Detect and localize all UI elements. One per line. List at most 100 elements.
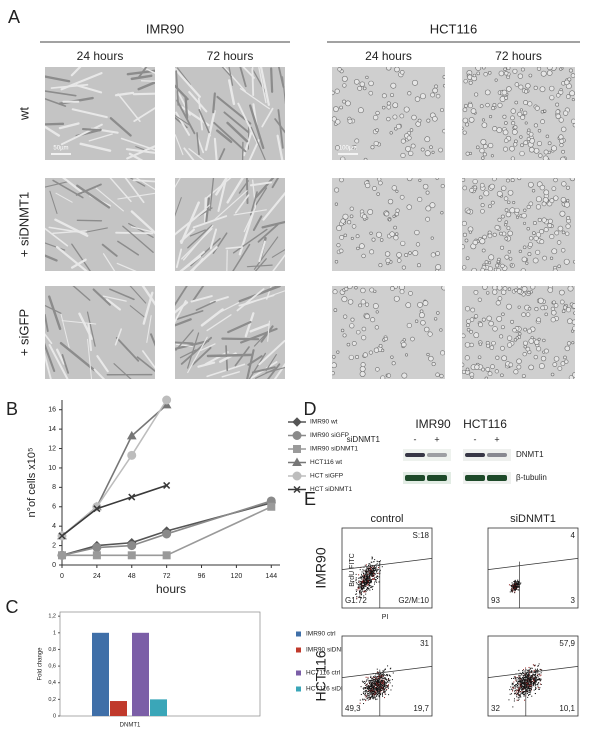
- cell: [430, 146, 433, 149]
- cell: [489, 255, 494, 260]
- cell: [430, 203, 435, 208]
- y-tick-label: 0: [53, 713, 56, 719]
- event-dot: [515, 585, 516, 586]
- blot-band: [405, 453, 425, 457]
- event-dot: [525, 668, 526, 669]
- cell: [515, 101, 518, 104]
- event-dot: [529, 686, 530, 687]
- event-dot: [375, 678, 376, 679]
- cell: [482, 119, 484, 121]
- event-dot: [374, 567, 375, 568]
- event-dot: [523, 692, 524, 693]
- event-dot: [363, 703, 364, 704]
- event-dot: [529, 671, 530, 672]
- event-dot: [536, 680, 537, 681]
- event-dot: [362, 588, 363, 589]
- cell: [564, 356, 567, 359]
- event-dot: [515, 581, 516, 582]
- cell: [507, 343, 512, 348]
- cell: [514, 338, 517, 341]
- cell: [467, 328, 470, 331]
- event-dot: [384, 691, 385, 692]
- cell: [555, 231, 559, 235]
- event-dot: [519, 687, 520, 688]
- event-dot: [388, 694, 389, 695]
- event-dot: [364, 580, 365, 581]
- event-dot: [363, 682, 364, 683]
- event-dot: [377, 686, 378, 687]
- cell: [514, 370, 518, 374]
- event-dot: [523, 675, 524, 676]
- cell: [332, 355, 335, 358]
- event-dot: [375, 574, 376, 575]
- event-dot: [374, 571, 375, 572]
- cell: [537, 141, 542, 146]
- event-dot: [517, 693, 518, 694]
- event-dot: [375, 581, 376, 582]
- event-dot: [539, 674, 540, 675]
- event-dot: [387, 675, 388, 676]
- cell: [568, 286, 573, 291]
- cell: [469, 117, 474, 122]
- cell: [495, 225, 499, 229]
- cell: [504, 68, 507, 71]
- cell: [527, 227, 530, 230]
- cell: [362, 327, 366, 331]
- event-dot: [375, 698, 376, 699]
- event-dot: [364, 699, 365, 700]
- cell: [186, 97, 187, 118]
- cell: [503, 115, 506, 118]
- cell: [412, 80, 417, 85]
- cell: [569, 69, 572, 72]
- event-dot: [370, 676, 371, 677]
- event-dot: [375, 693, 376, 694]
- y-tick-label: 1,2: [48, 614, 56, 620]
- event-dot: [360, 569, 361, 570]
- cell: [343, 214, 348, 219]
- event-dot: [368, 690, 369, 691]
- quadrant-value: 4: [571, 531, 576, 540]
- event-dot: [359, 588, 360, 589]
- event-dot: [388, 680, 389, 681]
- event-dot: [512, 689, 513, 690]
- cell: [495, 79, 498, 82]
- cell: [544, 150, 548, 154]
- event-dot: [365, 565, 366, 566]
- cell: [368, 209, 373, 214]
- event-dot: [383, 683, 384, 684]
- cell: [488, 261, 490, 263]
- event-dot: [370, 690, 371, 691]
- cell: [543, 156, 548, 161]
- event-dot: [358, 586, 359, 587]
- cell: [554, 178, 558, 182]
- event-dot: [372, 694, 373, 695]
- event-dot: [530, 683, 531, 684]
- cell: [466, 368, 469, 371]
- series-line: [62, 400, 167, 536]
- event-dot: [375, 694, 376, 695]
- event-dot: [369, 570, 370, 571]
- event-dot: [371, 688, 372, 689]
- event-dot: [535, 684, 536, 685]
- cell: [369, 91, 373, 95]
- cell: [521, 68, 524, 71]
- cell: [520, 151, 525, 156]
- event-dot: [510, 694, 511, 695]
- event-dot: [362, 585, 363, 586]
- cell: [465, 356, 469, 360]
- event-dot: [385, 675, 386, 676]
- cell: [551, 307, 555, 311]
- x-tick-label: 0: [60, 573, 64, 580]
- cell: [493, 326, 498, 331]
- event-dot: [516, 696, 517, 697]
- cell: [498, 296, 502, 300]
- blot-band: [465, 453, 485, 457]
- cell: [556, 110, 560, 114]
- y-tick-label: 12: [48, 445, 56, 452]
- cell: [550, 257, 553, 260]
- event-dot: [375, 570, 376, 571]
- cell: [518, 306, 521, 309]
- event-dot: [373, 676, 374, 677]
- event-dot: [369, 697, 370, 698]
